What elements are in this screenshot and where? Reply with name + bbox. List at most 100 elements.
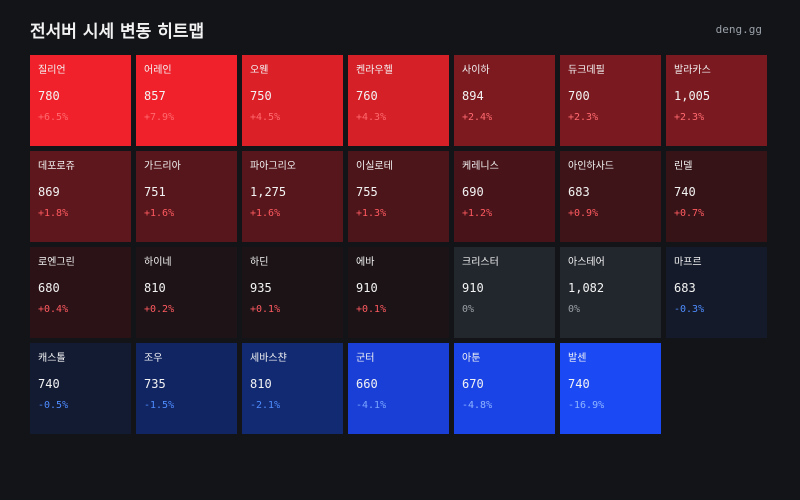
server-cell[interactable]: 아인하사드 683 +0.9% <box>560 151 661 242</box>
server-name: 어레인 <box>144 65 172 76</box>
price-change: +7.9% <box>144 112 175 123</box>
server-price: 683 <box>568 185 590 199</box>
price-change: +1.3% <box>356 208 387 219</box>
server-price: 670 <box>462 377 484 391</box>
server-price: 857 <box>144 89 166 103</box>
price-change: +0.9% <box>568 208 599 219</box>
server-cell[interactable]: 군터 660 -4.1% <box>348 343 449 434</box>
price-change: +4.5% <box>250 112 281 123</box>
server-name: 파아그리오 <box>250 161 296 172</box>
server-name: 사이하 <box>462 65 490 76</box>
server-price: 690 <box>462 185 484 199</box>
price-change: +4.3% <box>356 112 387 123</box>
server-name: 발라카스 <box>674 65 711 76</box>
server-name: 듀크데필 <box>568 65 605 76</box>
server-cell[interactable]: 세바스챤 810 -2.1% <box>242 343 343 434</box>
price-change: -0.5% <box>38 400 69 411</box>
price-change: +2.3% <box>568 112 599 123</box>
server-cell[interactable]: 조우 735 -1.5% <box>136 343 237 434</box>
server-price: 740 <box>674 185 696 199</box>
price-change: +0.7% <box>674 208 705 219</box>
heatmap-grid: 질리언 780 +6.5% 어레인 857 +7.9% 오웬 750 +4.5% 켄라우헬 760 +… <box>30 55 767 434</box>
server-name: 가드리아 <box>144 161 181 172</box>
server-cell[interactable]: 오웬 750 +4.5% <box>242 55 343 146</box>
page-title: 전서버 시세 변동 히트맵 <box>30 21 205 42</box>
server-price: 935 <box>250 281 272 295</box>
server-cell[interactable]: 린델 740 +0.7% <box>666 151 767 242</box>
server-price: 740 <box>38 377 60 391</box>
server-cell[interactable]: 아툰 670 -4.8% <box>454 343 555 434</box>
price-change: +0.1% <box>356 304 387 315</box>
server-price: 1,082 <box>568 281 605 295</box>
header: 전서버 시세 변동 히트맵 deng.gg <box>30 14 762 44</box>
server-price: 760 <box>356 89 378 103</box>
server-cell[interactable]: 하딘 935 +0.1% <box>242 247 343 338</box>
server-name: 린델 <box>674 161 693 172</box>
server-name: 아인하사드 <box>568 161 614 172</box>
server-name: 세바스챤 <box>250 353 287 364</box>
server-cell[interactable]: 로엔그린 680 +0.4% <box>30 247 131 338</box>
price-change: 0% <box>462 304 475 315</box>
server-cell[interactable]: 듀크데필 700 +2.3% <box>560 55 661 146</box>
server-name: 이실로테 <box>356 161 393 172</box>
server-cell[interactable]: 마프르 683 -0.3% <box>666 247 767 338</box>
price-change: -16.9% <box>568 400 605 411</box>
server-cell[interactable]: 아스테어 1,082 0% <box>560 247 661 338</box>
server-price: 740 <box>568 377 590 391</box>
server-cell[interactable]: 이실로테 755 +1.3% <box>348 151 449 242</box>
server-cell[interactable]: 하이네 810 +0.2% <box>136 247 237 338</box>
server-name: 아툰 <box>462 353 481 364</box>
server-cell[interactable]: 케레니스 690 +1.2% <box>454 151 555 242</box>
server-name: 군터 <box>356 353 375 364</box>
server-cell[interactable]: 어레인 857 +7.9% <box>136 55 237 146</box>
price-change: +0.4% <box>38 304 69 315</box>
price-change: +1.6% <box>144 208 175 219</box>
server-name: 하이네 <box>144 257 172 268</box>
price-change: +1.2% <box>462 208 493 219</box>
server-cell[interactable]: 에바 910 +0.1% <box>348 247 449 338</box>
server-price: 810 <box>144 281 166 295</box>
price-change: +1.8% <box>38 208 69 219</box>
server-cell[interactable]: 파아그리오 1,275 +1.6% <box>242 151 343 242</box>
server-price: 751 <box>144 185 166 199</box>
server-price: 680 <box>38 281 60 295</box>
server-price: 1,005 <box>674 89 711 103</box>
server-price: 660 <box>356 377 378 391</box>
server-cell[interactable]: 켄라우헬 760 +4.3% <box>348 55 449 146</box>
price-change: +6.5% <box>38 112 69 123</box>
server-name: 조우 <box>144 353 163 364</box>
server-price: 869 <box>38 185 60 199</box>
server-price: 894 <box>462 89 484 103</box>
server-price: 750 <box>250 89 272 103</box>
server-cell[interactable]: 질리언 780 +6.5% <box>30 55 131 146</box>
server-name: 케레니스 <box>462 161 499 172</box>
server-cell[interactable]: 가드리아 751 +1.6% <box>136 151 237 242</box>
server-cell[interactable]: 발센 740 -16.9% <box>560 343 661 434</box>
server-cell[interactable]: 데포로쥬 869 +1.8% <box>30 151 131 242</box>
server-cell[interactable]: 발라카스 1,005 +2.3% <box>666 55 767 146</box>
server-name: 캐스톨 <box>38 353 66 364</box>
price-change: +2.3% <box>674 112 705 123</box>
server-price: 810 <box>250 377 272 391</box>
price-change: -4.8% <box>462 400 493 411</box>
server-name: 에바 <box>356 257 375 268</box>
server-name: 하딘 <box>250 257 269 268</box>
price-change: +2.4% <box>462 112 493 123</box>
price-change: -4.1% <box>356 400 387 411</box>
price-change: 0% <box>568 304 581 315</box>
server-name: 데포로쥬 <box>38 161 75 172</box>
server-cell[interactable]: 사이하 894 +2.4% <box>454 55 555 146</box>
server-price: 1,275 <box>250 185 287 199</box>
server-name: 마프르 <box>674 257 702 268</box>
server-name: 아스테어 <box>568 257 605 268</box>
server-name: 크리스터 <box>462 257 499 268</box>
server-cell[interactable]: 크리스터 910 0% <box>454 247 555 338</box>
server-price: 910 <box>462 281 484 295</box>
price-change: +1.6% <box>250 208 281 219</box>
price-change: +0.1% <box>250 304 281 315</box>
server-cell[interactable]: 캐스톨 740 -0.5% <box>30 343 131 434</box>
price-change: +0.2% <box>144 304 175 315</box>
brand-label: deng.gg <box>715 22 762 36</box>
price-change: -0.3% <box>674 304 705 315</box>
server-name: 발센 <box>568 353 587 364</box>
